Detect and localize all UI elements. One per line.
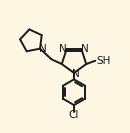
Text: SH: SH [96,56,110,66]
Text: Cl: Cl [69,110,79,120]
Text: N: N [81,44,89,54]
Text: N: N [59,44,67,54]
Text: N: N [39,44,47,54]
Text: N: N [72,69,80,79]
